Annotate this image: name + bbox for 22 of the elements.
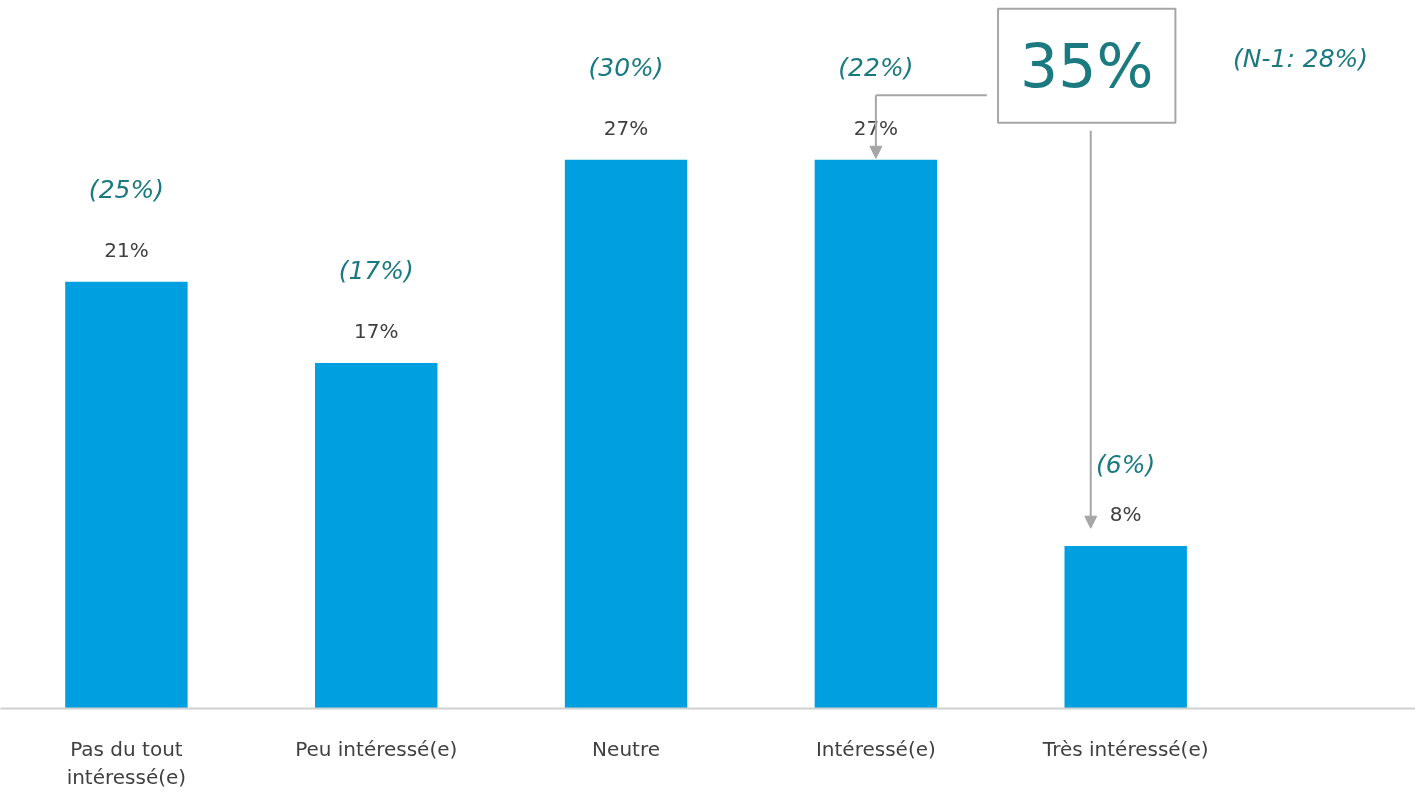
bar	[814, 159, 938, 709]
annotation: (17%)	[338, 256, 414, 286]
text: 35%	[1020, 30, 1154, 101]
text: (22%)	[838, 53, 914, 83]
x-tick-label: Peu intéressé(e)	[295, 736, 458, 761]
bar	[564, 159, 688, 709]
x-tick-label: Intéressé(e)	[815, 736, 936, 761]
bar	[1064, 545, 1187, 709]
annotation: (25%)	[88, 175, 164, 205]
bar	[65, 281, 188, 709]
annotation: (6%)	[1096, 449, 1156, 479]
x-tick-label: Très intéressé(e)	[1041, 736, 1209, 761]
data-label: 21%	[104, 237, 149, 262]
data-label: 27%	[603, 115, 649, 140]
x-tick-label: Neutre	[592, 736, 660, 761]
text: (N-1: 28%)	[1233, 44, 1369, 74]
x-tick-label: Pas du tout intéressé(e)	[66, 736, 187, 790]
data-label: 8%	[1109, 502, 1142, 527]
data-label: 17%	[354, 319, 399, 344]
data-label: 27%	[853, 115, 899, 140]
bar	[315, 362, 438, 709]
text: (30%)	[588, 53, 664, 83]
